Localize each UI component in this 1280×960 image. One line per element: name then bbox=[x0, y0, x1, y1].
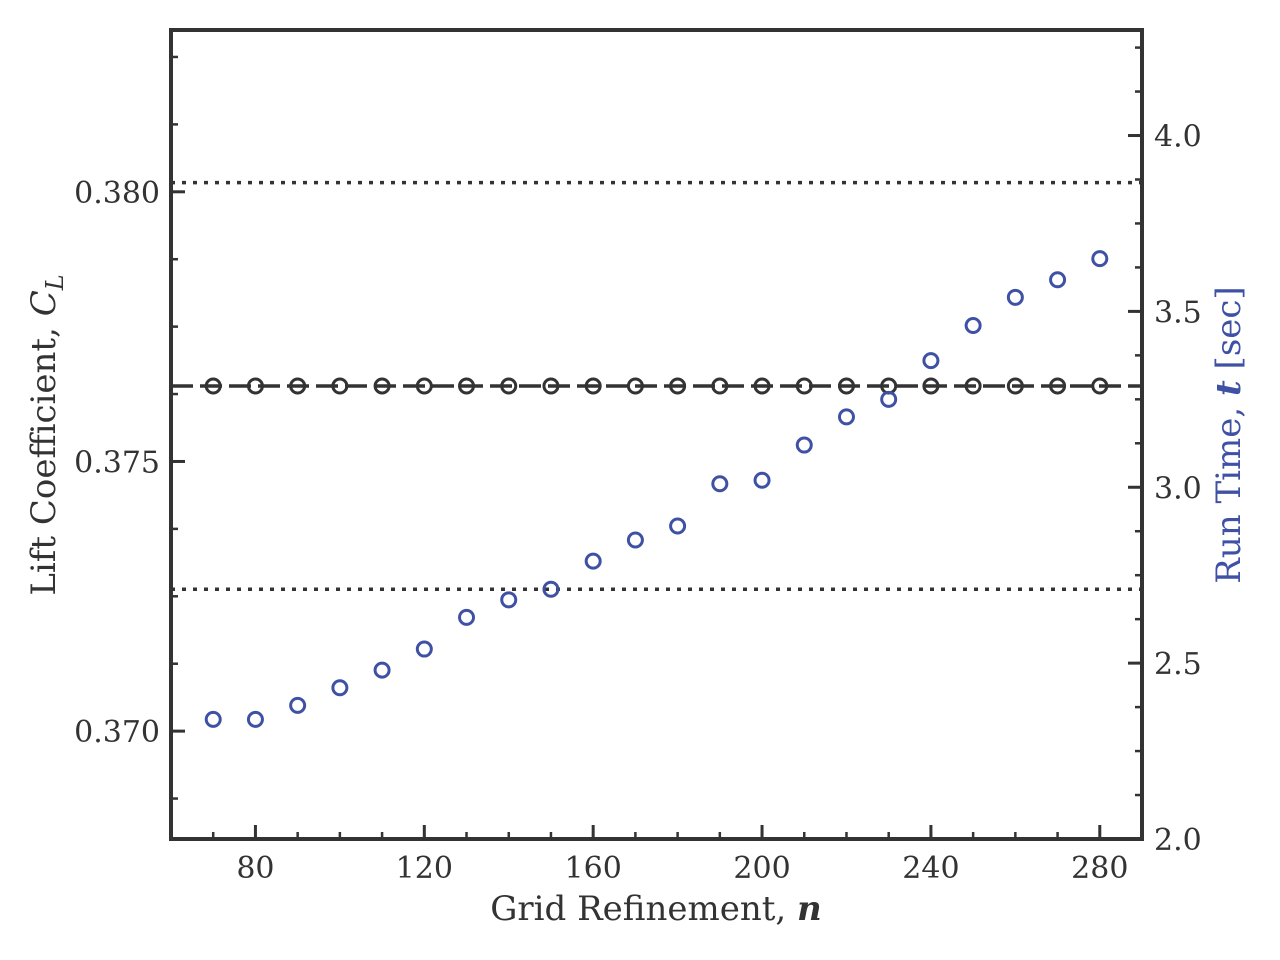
data-point-right-20 bbox=[1049, 271, 1067, 289]
data-point-left-20 bbox=[1049, 377, 1067, 395]
data-point-left-12 bbox=[711, 377, 729, 395]
data-point-left-13 bbox=[753, 377, 771, 395]
data-point-left-7 bbox=[500, 377, 518, 395]
data-point-right-17 bbox=[922, 352, 940, 370]
y-left-tick-label: 0.375 bbox=[74, 445, 160, 480]
x-tick-label: 240 bbox=[902, 851, 959, 886]
y-right-tick-label: 4.0 bbox=[1154, 120, 1202, 155]
data-point-left-14 bbox=[795, 377, 813, 395]
x-tick-label: 280 bbox=[1071, 851, 1128, 886]
x-axis-title: Grid Refinement, n bbox=[490, 889, 822, 929]
y-right-tick-label: 2.0 bbox=[1154, 823, 1202, 858]
data-point-right-16 bbox=[880, 390, 898, 408]
data-point-right-9 bbox=[584, 552, 602, 570]
y-right-tick-label: 3.0 bbox=[1154, 471, 1202, 506]
data-point-right-15 bbox=[837, 408, 855, 426]
data-point-right-0 bbox=[204, 710, 222, 728]
data-point-right-18 bbox=[964, 316, 982, 334]
data-point-right-5 bbox=[415, 640, 433, 658]
data-point-right-4 bbox=[373, 661, 391, 679]
data-point-left-17 bbox=[922, 377, 940, 395]
x-tick-label: 200 bbox=[733, 851, 790, 886]
data-point-left-8 bbox=[542, 377, 560, 395]
x-tick-label: 120 bbox=[396, 851, 453, 886]
data-point-right-3 bbox=[331, 679, 349, 697]
x-tick-label: 160 bbox=[565, 851, 622, 886]
data-point-left-6 bbox=[458, 377, 476, 395]
data-point-left-18 bbox=[964, 377, 982, 395]
data-point-left-4 bbox=[373, 377, 391, 395]
data-point-right-6 bbox=[458, 608, 476, 626]
data-point-right-10 bbox=[626, 531, 644, 549]
data-point-left-11 bbox=[669, 377, 687, 395]
y-left-tick-label: 0.370 bbox=[74, 715, 160, 750]
data-point-right-7 bbox=[500, 591, 518, 609]
data-point-left-19 bbox=[1006, 377, 1024, 395]
y-right-tick-label: 2.5 bbox=[1154, 647, 1202, 682]
data-point-left-9 bbox=[584, 377, 602, 395]
data-point-left-21 bbox=[1091, 377, 1109, 395]
data-point-left-1 bbox=[246, 377, 264, 395]
y-left-tick-label: 0.380 bbox=[74, 176, 160, 211]
data-point-right-14 bbox=[795, 436, 813, 454]
data-point-right-2 bbox=[289, 696, 307, 714]
data-point-right-13 bbox=[753, 471, 771, 489]
data-point-right-11 bbox=[669, 517, 687, 535]
data-point-left-0 bbox=[204, 377, 222, 395]
y-left-axis-title: Lift Coefficient, CL bbox=[24, 274, 69, 595]
y-right-axis-title: Run Time, t [sec] bbox=[1209, 286, 1249, 583]
plot-frame bbox=[169, 28, 1144, 841]
data-point-right-1 bbox=[246, 710, 264, 728]
data-point-right-19 bbox=[1006, 288, 1024, 306]
data-point-right-8 bbox=[542, 580, 560, 598]
data-point-left-5 bbox=[415, 377, 433, 395]
ticks-layer: 80 120 160 200 240 280 0.370 0.375 0.380 2.0 2.5 3.… bbox=[74, 46, 1202, 886]
data-point-right-12 bbox=[711, 475, 729, 493]
data-point-left-10 bbox=[626, 377, 644, 395]
data-point-right-21 bbox=[1091, 250, 1109, 268]
y-right-tick-label: 3.5 bbox=[1154, 295, 1202, 330]
data-point-left-2 bbox=[289, 377, 307, 395]
x-tick-label: 80 bbox=[236, 851, 274, 886]
marks-layer bbox=[171, 180, 1142, 728]
data-point-left-15 bbox=[837, 377, 855, 395]
data-point-left-3 bbox=[331, 377, 349, 395]
